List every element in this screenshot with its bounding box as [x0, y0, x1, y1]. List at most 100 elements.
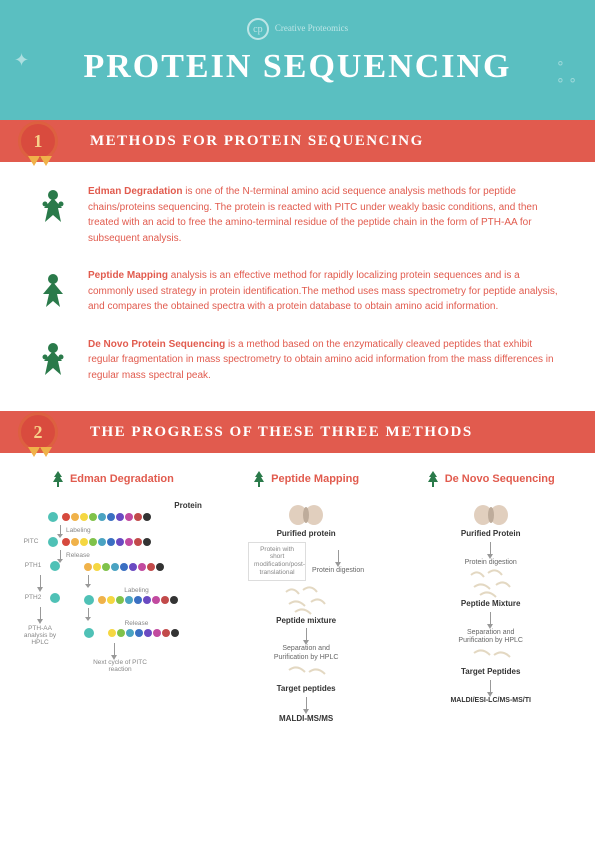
flow-label: Separation and Purification by HPLC	[271, 645, 341, 662]
amino-bead-icon	[170, 596, 178, 604]
amino-bead-icon	[126, 629, 134, 637]
amino-bead-icon	[134, 538, 142, 546]
protein-chain	[98, 596, 178, 604]
next-cycle-label: Next cycle of PITC reaction	[90, 659, 150, 673]
amino-bead-icon	[62, 538, 70, 546]
arrow-down-icon	[60, 525, 61, 535]
ribbon-icon	[28, 447, 40, 457]
section-2-badge: 2	[18, 412, 58, 452]
amino-bead-icon	[143, 538, 151, 546]
arrow-down-icon	[88, 608, 89, 618]
peptides-icon	[281, 584, 331, 616]
amino-bead-icon	[143, 513, 151, 521]
flow-label: Target Peptides	[461, 667, 520, 677]
person-icon	[36, 268, 70, 310]
flow-label: Protein digestion	[465, 559, 517, 567]
flow-label: Separation and Purification by HPLC	[456, 629, 526, 646]
flow-label: Peptide mixture	[276, 616, 336, 626]
section-1-badge: 1	[18, 121, 58, 161]
mapping-column: Peptide Mapping Purified protein Protein…	[220, 471, 393, 723]
section-1-title: METHODS FOR PROTEIN SEQUENCING	[90, 133, 424, 150]
arrow-down-icon	[338, 550, 339, 564]
method-item: Peptide Mapping analysis is an effective…	[36, 268, 559, 315]
target-peptides-icon	[281, 662, 331, 684]
released-bead-icon	[84, 628, 94, 638]
amino-bead-icon	[147, 563, 155, 571]
edman-step-label: Release	[66, 552, 208, 559]
pth1-label: PTH1	[20, 562, 46, 569]
page-title: PROTEIN SEQUENCING	[83, 48, 511, 86]
amino-bead-icon	[98, 513, 106, 521]
denovo-heading-text: De Novo Sequencing	[445, 473, 555, 485]
amino-bead-icon	[80, 513, 88, 521]
amino-bead-icon	[134, 513, 142, 521]
edman-step-label: Release	[94, 620, 179, 627]
amino-bead-icon	[144, 629, 152, 637]
denovo-flow: Purified Protein Protein digestion Pepti…	[450, 501, 531, 705]
amino-bead-icon	[153, 629, 161, 637]
amino-bead-icon	[125, 538, 133, 546]
released-bead-icon	[50, 593, 60, 603]
arrow-down-icon	[40, 575, 41, 589]
person-icon	[36, 184, 70, 226]
edman-protein-label: Protein	[18, 501, 208, 511]
amino-bead-icon	[107, 596, 115, 604]
amino-bead-icon	[135, 629, 143, 637]
amino-bead-icon	[84, 563, 92, 571]
amino-bead-icon	[125, 513, 133, 521]
edman-column: Edman Degradation Protein Labeling PITC …	[18, 471, 208, 723]
amino-bead-icon	[116, 538, 124, 546]
mapping-heading: Peptide Mapping	[253, 471, 359, 487]
amino-bead-icon	[134, 596, 142, 604]
flow-label: Target peptides	[277, 684, 336, 694]
amino-bead-icon	[93, 563, 101, 571]
arrow-down-icon	[88, 575, 89, 585]
amino-bead-icon	[161, 596, 169, 604]
arrow-down-icon	[306, 628, 307, 642]
amino-bead-icon	[89, 513, 97, 521]
amino-bead-icon	[89, 538, 97, 546]
edman-heading-text: Edman Degradation	[70, 473, 174, 485]
labeled-bead-icon	[84, 595, 94, 605]
amino-bead-icon	[62, 513, 70, 521]
arrow-down-icon	[490, 612, 491, 626]
amino-bead-icon	[80, 538, 88, 546]
tree-icon	[427, 471, 439, 487]
target-peptides-icon	[466, 645, 516, 667]
amino-bead-icon	[98, 538, 106, 546]
flow-label: MALDI-MS/MS	[279, 714, 333, 724]
amino-bead-icon	[111, 563, 119, 571]
decor-right-icon: ∘∘ ∘	[556, 56, 577, 90]
pth2-label: PTH2	[20, 594, 46, 601]
ribbon-icon	[28, 156, 40, 166]
amino-bead-icon	[120, 563, 128, 571]
labeled-bead-icon	[48, 537, 58, 547]
protein-icon	[286, 501, 326, 529]
tree-icon	[52, 471, 64, 487]
method-bold: De Novo Protein Sequencing	[88, 339, 225, 350]
flow-box-label: Protein with short modification/post-tra…	[248, 542, 306, 581]
amino-bead-icon	[117, 629, 125, 637]
method-bold: Peptide Mapping	[88, 270, 168, 281]
method-item: Edman Degradation is one of the N-termin…	[36, 184, 559, 246]
protein-chain	[108, 629, 179, 637]
section-1-bar: 1 METHODS FOR PROTEIN SEQUENCING	[0, 120, 595, 162]
method-text: Peptide Mapping analysis is an effective…	[88, 268, 559, 315]
progress-columns: Edman Degradation Protein Labeling PITC …	[0, 453, 595, 723]
flow-label: Peptide Mixture	[461, 599, 521, 609]
arrow-down-icon	[490, 542, 491, 556]
amino-bead-icon	[152, 596, 160, 604]
amino-bead-icon	[98, 596, 106, 604]
protein-chain	[62, 538, 151, 546]
amino-bead-icon	[171, 629, 179, 637]
amino-bead-icon	[102, 563, 110, 571]
amino-bead-icon	[71, 513, 79, 521]
methods-list: Edman Degradation is one of the N-termin…	[0, 162, 595, 411]
person-icon	[36, 337, 70, 379]
method-item: De Novo Protein Sequencing is a method b…	[36, 337, 559, 384]
arrow-down-icon	[306, 697, 307, 711]
decor-left-icon: ✦	[14, 50, 29, 71]
mapping-flow: Purified protein Protein with short modi…	[248, 501, 364, 723]
arrow-down-icon	[60, 550, 61, 560]
edman-flow: Protein Labeling PITC Release PTH1	[18, 501, 208, 673]
